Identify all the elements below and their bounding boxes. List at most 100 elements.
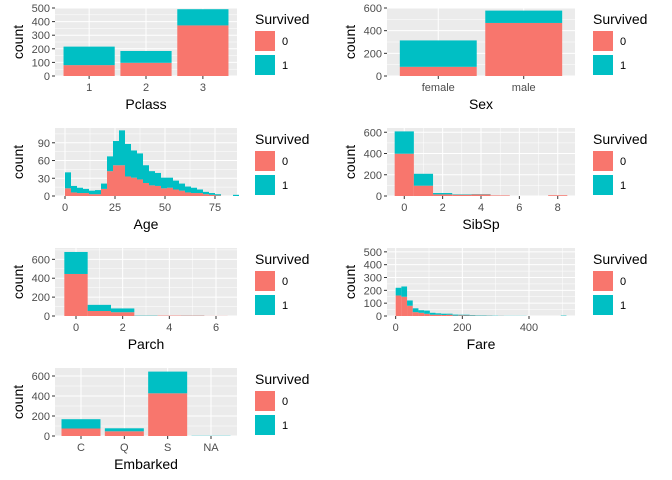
bar-survived-0	[155, 185, 161, 196]
bar-survived-1	[131, 150, 137, 178]
legend: Survived 0 1	[255, 11, 309, 75]
legend: Survived 0 1	[593, 251, 647, 315]
y-tick-label: 400	[32, 17, 50, 29]
bar-survived-1	[203, 191, 209, 195]
bar-survived-0	[490, 195, 510, 196]
x-tick-label: Q	[120, 442, 129, 454]
bar-survived-0	[61, 428, 101, 436]
bar-survived-1	[64, 251, 88, 274]
x-tick-label: 2	[120, 322, 126, 334]
bar-survived-0	[148, 393, 188, 436]
bar-survived-0	[399, 66, 477, 76]
legend: Survived 0 1	[593, 131, 647, 195]
bar-survived-1	[399, 40, 477, 67]
x-axis-title: Age	[134, 216, 159, 232]
bar-survived-0	[429, 314, 436, 316]
bar-survived-1	[463, 314, 470, 316]
x-tick-label: 6	[213, 322, 219, 334]
legend-title: Survived	[255, 371, 309, 387]
bar-survived-0	[441, 314, 447, 316]
x-tick-label: 0	[401, 202, 407, 214]
legend-label-0: 0	[282, 156, 288, 168]
x-tick-label: 0	[62, 202, 68, 214]
bar-survived-1	[424, 310, 430, 314]
bar-survived-1	[155, 172, 161, 186]
legend: Survived 0 1	[593, 11, 647, 75]
legend: Survived 0 1	[255, 131, 309, 195]
legend-label-1: 1	[282, 180, 288, 192]
bar-survived-0	[143, 182, 149, 196]
bar-survived-1	[89, 190, 95, 195]
legend-key-1	[255, 175, 275, 195]
y-tick-label: 200	[32, 411, 50, 423]
chart-panel-parch: 0 200 400 600 0 2 4 6 Parch count Survived 0 1	[10, 248, 309, 352]
bar-survived-0	[471, 194, 491, 196]
bar-survived-1	[233, 194, 239, 196]
x-tick-label: 1	[86, 82, 92, 94]
legend-label-0: 0	[620, 36, 626, 48]
x-tick-label: 50	[159, 202, 171, 214]
bar-survived-1	[149, 171, 155, 186]
bar-survived-1	[77, 187, 83, 194]
bar-survived-0	[452, 194, 472, 196]
y-tick-label: 0	[44, 431, 50, 443]
legend-key-0	[255, 271, 275, 291]
legend-title: Survived	[593, 251, 647, 267]
bar-survived-1	[429, 312, 436, 315]
y-axis-title: count	[10, 25, 26, 59]
bar-survived-1	[485, 10, 563, 23]
bar-survived-1	[148, 371, 188, 394]
bar-survived-1	[452, 314, 459, 316]
legend-title: Survived	[255, 131, 309, 147]
bar-survived-0	[215, 195, 221, 196]
legend-label-0: 0	[282, 276, 288, 288]
bar-survived-1	[469, 315, 476, 316]
y-axis-title: count	[342, 265, 358, 299]
bar-survived-1	[167, 177, 173, 188]
bar-survived-1	[215, 194, 221, 196]
y-tick-label: 400	[364, 26, 382, 38]
y-tick-label: 0	[376, 311, 382, 323]
x-axis-title: Parch	[128, 336, 165, 352]
x-tick-label: male	[512, 82, 536, 94]
bar-survived-0	[179, 190, 185, 196]
y-tick-label: 400	[364, 260, 382, 272]
legend: Survived 0 1	[255, 251, 309, 315]
bar-survived-1	[104, 428, 144, 432]
bar-survived-1	[87, 304, 111, 311]
bar-survived-1	[446, 313, 453, 315]
bar-survived-1	[95, 190, 101, 195]
y-tick-label: 600	[364, 3, 382, 15]
bar-survived-1	[209, 193, 215, 195]
bar-survived-0	[458, 315, 464, 316]
x-tick-label: 2	[440, 202, 446, 214]
legend-key-1	[593, 295, 613, 315]
bar-survived-0	[89, 194, 95, 196]
legend-label-1: 1	[282, 300, 288, 312]
y-tick-label: 100	[364, 298, 382, 310]
bar-survived-0	[394, 153, 414, 196]
y-tick-label: 200	[32, 44, 50, 56]
bar-survived-1	[143, 165, 149, 183]
y-tick-label: 0	[376, 71, 382, 83]
bar-survived-1	[191, 187, 197, 194]
bar-survived-0	[167, 187, 173, 196]
bar-survived-0	[463, 315, 470, 316]
bar-survived-0	[177, 25, 229, 76]
legend-title: Survived	[255, 251, 309, 267]
bar-survived-0	[119, 165, 125, 196]
bar-survived-1	[185, 186, 191, 193]
bar-survived-0	[113, 165, 119, 196]
bar-survived-1	[433, 193, 453, 195]
bar-survived-1	[407, 300, 413, 306]
y-tick-label: 500	[32, 3, 50, 15]
bar-survived-1	[173, 180, 179, 190]
y-tick-label: 200	[364, 170, 382, 182]
x-tick-label: NA	[203, 442, 219, 454]
y-tick-label: 200	[32, 292, 50, 304]
bar-survived-1	[441, 313, 447, 315]
x-tick-label: 25	[109, 202, 121, 214]
x-tick-label: 8	[555, 202, 561, 214]
y-axis-title: count	[10, 265, 26, 299]
legend-label-1: 1	[620, 60, 626, 72]
